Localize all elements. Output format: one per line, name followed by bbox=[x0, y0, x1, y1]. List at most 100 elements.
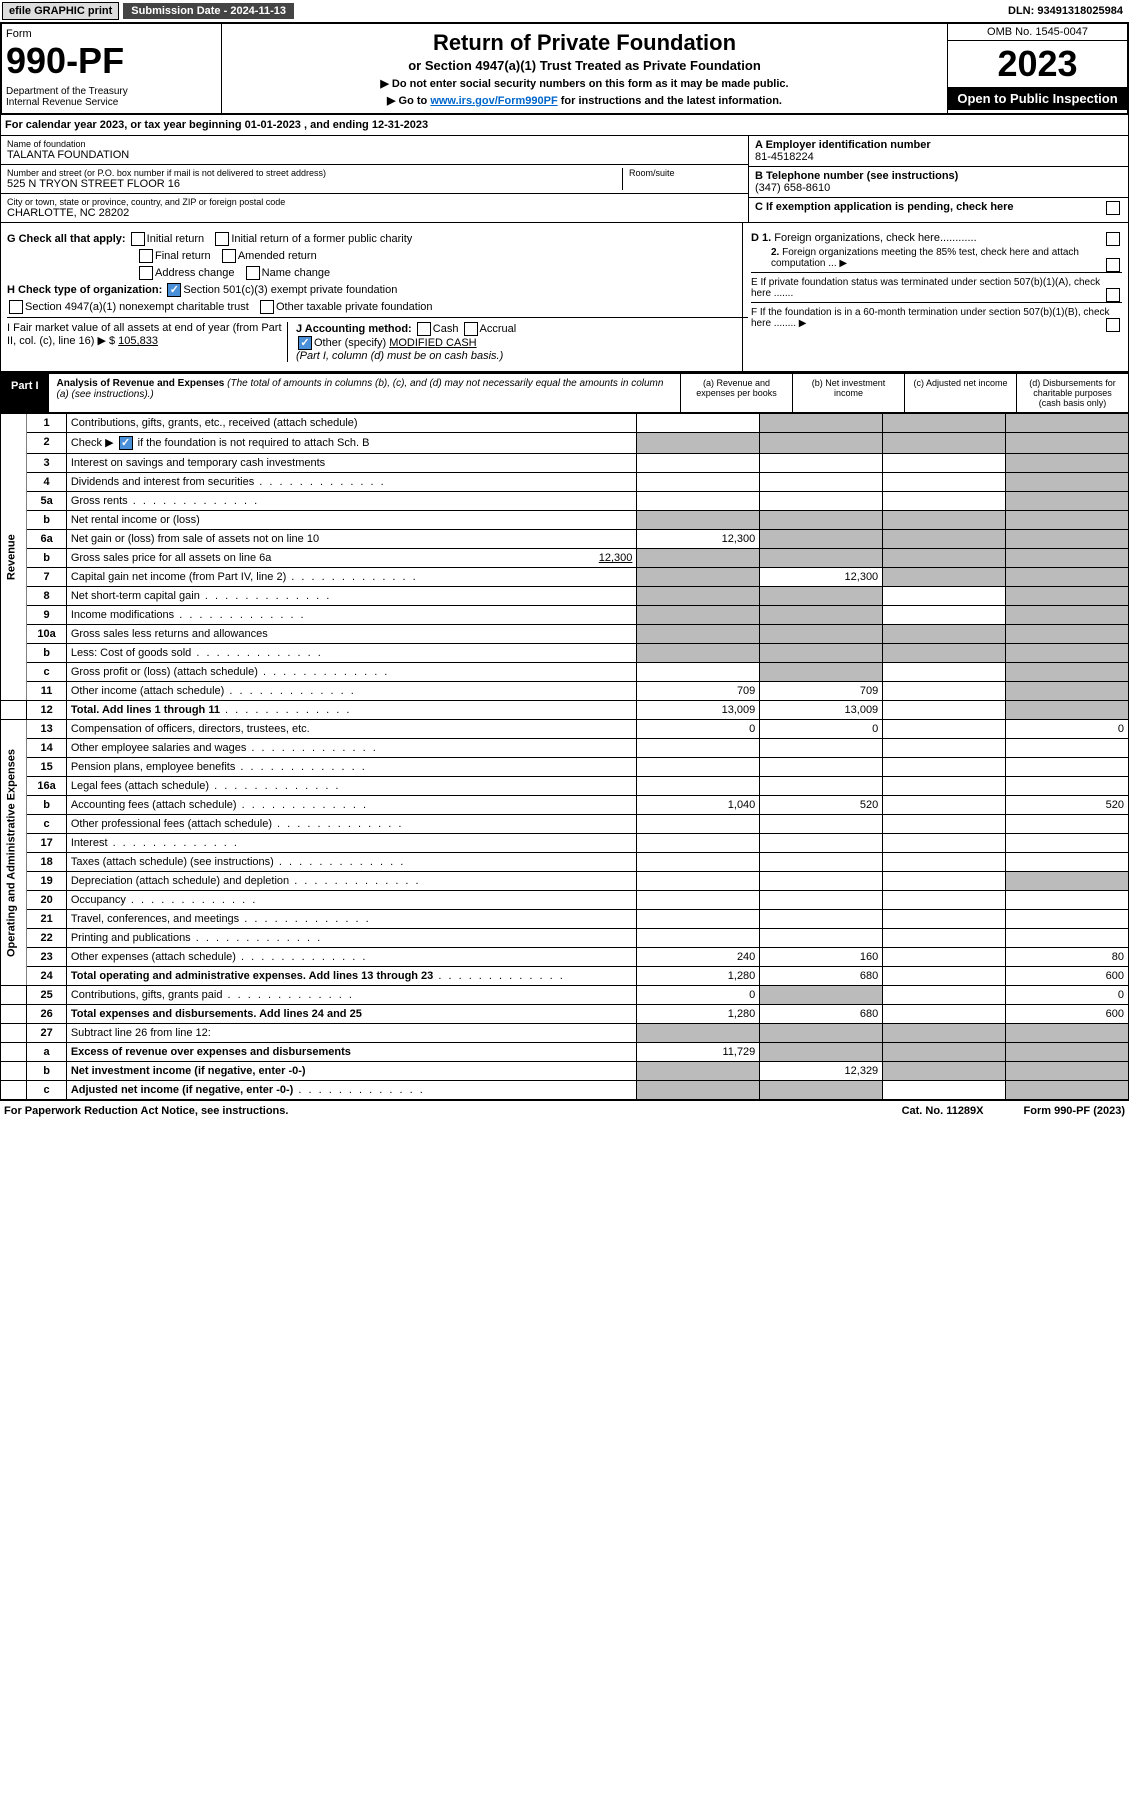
line-24-text: Total operating and administrative expen… bbox=[71, 970, 433, 982]
g-initial-pub: Initial return of a former public charit… bbox=[231, 233, 412, 245]
line-17-desc: Interest bbox=[66, 834, 637, 853]
ln-25: 25 bbox=[27, 986, 67, 1005]
j-label: J Accounting method: bbox=[296, 323, 412, 335]
open-public: Open to Public Inspection bbox=[948, 87, 1127, 110]
ln-23: 23 bbox=[27, 948, 67, 967]
address-cell: Number and street (or P.O. box number if… bbox=[1, 165, 748, 194]
line-27a-desc: Excess of revenue over expenses and disb… bbox=[66, 1043, 637, 1062]
initial-public-checkbox[interactable] bbox=[215, 232, 229, 246]
line-27-desc: Subtract line 26 from line 12: bbox=[66, 1024, 637, 1043]
line-19-desc: Depreciation (attach schedule) and deple… bbox=[66, 872, 637, 891]
h-501c3: Section 501(c)(3) exempt private foundat… bbox=[183, 284, 397, 296]
v-26-a: 1,280 bbox=[637, 1005, 760, 1024]
ln-27c: c bbox=[27, 1081, 67, 1100]
line-8-desc: Net short-term capital gain bbox=[66, 587, 637, 606]
g-amended: Amended return bbox=[238, 250, 317, 262]
header-middle: Return of Private Foundation or Section … bbox=[222, 24, 947, 113]
ln-5b: b bbox=[27, 511, 67, 530]
irs-label: Internal Revenue Service bbox=[6, 97, 217, 108]
ln-12: 12 bbox=[27, 701, 67, 720]
ln-10a: 10a bbox=[27, 625, 67, 644]
v-16b-b: 520 bbox=[760, 796, 883, 815]
j-accrual: Accrual bbox=[480, 323, 517, 335]
j-cash: Cash bbox=[433, 323, 459, 335]
v-13-d: 0 bbox=[1006, 720, 1129, 739]
ln-22: 22 bbox=[27, 929, 67, 948]
g-name: Name change bbox=[262, 267, 331, 279]
line-27c-text: Adjusted net income (if negative, enter … bbox=[71, 1084, 293, 1096]
line-9-desc: Income modifications bbox=[66, 606, 637, 625]
line-6b-val: 12,300 bbox=[599, 552, 633, 564]
name-change-checkbox[interactable] bbox=[246, 266, 260, 280]
v-11-a: 709 bbox=[637, 682, 760, 701]
e-checkbox[interactable] bbox=[1106, 288, 1120, 302]
other-taxable-checkbox[interactable] bbox=[260, 300, 274, 314]
d2-checkbox[interactable] bbox=[1106, 258, 1120, 272]
h-row2: Section 4947(a)(1) nonexempt charitable … bbox=[7, 300, 748, 314]
v-12-b: 13,009 bbox=[760, 701, 883, 720]
line-12-desc: Total. Add lines 1 through 11 bbox=[66, 701, 637, 720]
e-text: E If private foundation status was termi… bbox=[751, 277, 1100, 299]
top-bar: efile GRAPHIC print Submission Date - 20… bbox=[0, 0, 1129, 22]
line-5a-desc: Gross rents bbox=[66, 492, 637, 511]
ln-7: 7 bbox=[27, 568, 67, 587]
ln-16c: c bbox=[27, 815, 67, 834]
addr-label: Number and street (or P.O. box number if… bbox=[7, 168, 622, 178]
checks-section: G Check all that apply: Initial return I… bbox=[0, 223, 1129, 372]
ein-label: A Employer identification number bbox=[755, 139, 1122, 151]
f-row: F If the foundation is in a 60-month ter… bbox=[751, 302, 1122, 329]
ln-8: 8 bbox=[27, 587, 67, 606]
501c3-checkbox[interactable] bbox=[167, 283, 181, 297]
v-27a-a: 11,729 bbox=[637, 1043, 760, 1062]
f-checkbox[interactable] bbox=[1106, 318, 1120, 332]
amended-return-checkbox[interactable] bbox=[222, 249, 236, 263]
efile-print-button[interactable]: efile GRAPHIC print bbox=[2, 2, 119, 20]
4947-checkbox[interactable] bbox=[9, 300, 23, 314]
goto-pre: ▶ Go to bbox=[387, 95, 430, 107]
cash-checkbox[interactable] bbox=[417, 322, 431, 336]
v-27b-b: 12,329 bbox=[760, 1062, 883, 1081]
line-12-text: Total. Add lines 1 through 11 bbox=[71, 704, 220, 716]
g-initial: Initial return bbox=[147, 233, 204, 245]
d1-checkbox[interactable] bbox=[1106, 232, 1120, 246]
ln-17: 17 bbox=[27, 834, 67, 853]
final-return-checkbox[interactable] bbox=[139, 249, 153, 263]
phone-label: B Telephone number (see instructions) bbox=[755, 170, 1122, 182]
line-20-desc: Occupancy bbox=[66, 891, 637, 910]
line-16b-desc: Accounting fees (attach schedule) bbox=[66, 796, 637, 815]
g-row2: Final return Amended return bbox=[7, 249, 748, 263]
v-7-b: 12,300 bbox=[760, 568, 883, 587]
accrual-checkbox[interactable] bbox=[464, 322, 478, 336]
initial-return-checkbox[interactable] bbox=[131, 232, 145, 246]
ln-2: 2 bbox=[27, 433, 67, 454]
line-4-desc: Dividends and interest from securities bbox=[66, 473, 637, 492]
exemption-pending-checkbox[interactable] bbox=[1106, 201, 1120, 215]
schb-checkbox[interactable] bbox=[119, 436, 133, 450]
ln-27: 27 bbox=[27, 1024, 67, 1043]
form990pf-link[interactable]: www.irs.gov/Form990PF bbox=[430, 95, 557, 107]
entity-info: Name of foundation TALANTA FOUNDATION Nu… bbox=[0, 136, 1129, 223]
ln-11: 11 bbox=[27, 682, 67, 701]
city-label: City or town, state or province, country… bbox=[7, 197, 742, 207]
other-method-checkbox[interactable] bbox=[298, 336, 312, 350]
form-header: Form 990-PF Department of the Treasury I… bbox=[0, 22, 1129, 115]
v-23-b: 160 bbox=[760, 948, 883, 967]
dln-label: DLN: bbox=[1008, 5, 1037, 17]
ln-5a: 5a bbox=[27, 492, 67, 511]
city-state-zip: CHARLOTTE, NC 28202 bbox=[7, 207, 742, 219]
name-label: Name of foundation bbox=[7, 139, 742, 149]
calendar-year-row: For calendar year 2023, or tax year begi… bbox=[0, 115, 1129, 136]
address-change-checkbox[interactable] bbox=[139, 266, 153, 280]
v-24-b: 680 bbox=[760, 967, 883, 986]
form-title: Return of Private Foundation bbox=[228, 30, 941, 56]
v-13-a: 0 bbox=[637, 720, 760, 739]
v-12-a: 13,009 bbox=[637, 701, 760, 720]
street-address: 525 N TRYON STREET FLOOR 16 bbox=[7, 178, 622, 190]
g-row3: Address change Name change bbox=[7, 266, 748, 280]
c-label: C If exemption application is pending, c… bbox=[755, 201, 1014, 213]
ln-6b: b bbox=[27, 549, 67, 568]
line-7-desc: Capital gain net income (from Part IV, l… bbox=[66, 568, 637, 587]
v-25-a: 0 bbox=[637, 986, 760, 1005]
line-1-desc: Contributions, gifts, grants, etc., rece… bbox=[66, 414, 637, 433]
v-11-b: 709 bbox=[760, 682, 883, 701]
